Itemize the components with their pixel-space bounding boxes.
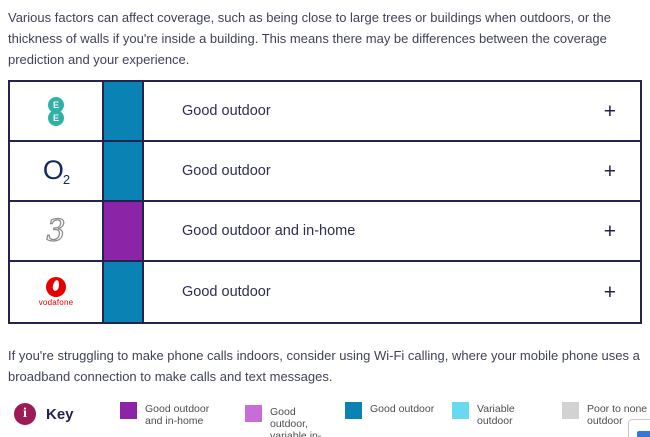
vodafone-logo-icon: [46, 277, 66, 297]
legend-label: Good outdoor and in-home: [145, 403, 210, 427]
legend-swatch: [245, 405, 262, 422]
coverage-cell-three: Good outdoor and in-home +: [144, 202, 640, 260]
legend-swatch: [562, 402, 579, 419]
info-icon[interactable]: i: [14, 403, 36, 425]
coverage-cell-vodafone: Good outdoor +: [144, 262, 640, 322]
coverage-bar-ee: [104, 82, 144, 140]
table-row-three: 3 Good outdoor and in-home +: [10, 202, 640, 262]
o2-logo: O2: [10, 142, 104, 200]
coverage-intro-text: Various factors can affect coverage, suc…: [8, 10, 611, 67]
wifi-calling-note: If you're struggling to make phone calls…: [8, 348, 640, 384]
coverage-status-ee: Good outdoor: [182, 103, 271, 119]
key-label: Key: [46, 406, 74, 423]
table-row-ee: E E Good outdoor +: [10, 82, 640, 142]
legend-label: Good outdoor: [370, 403, 435, 415]
ee-logo-circle-bottom: E: [48, 109, 64, 126]
vodafone-logo: vodafone: [10, 262, 104, 322]
o2-logo-subscript: 2: [62, 172, 70, 187]
legend-label: Variable outdoor: [477, 403, 515, 427]
partial-corner-widget[interactable]: [628, 419, 650, 437]
coverage-cell-o2: Good outdoor +: [144, 142, 640, 200]
legend-swatch: [452, 402, 469, 419]
coverage-status-o2: Good outdoor: [182, 163, 271, 179]
ee-logo-circle-top: E: [48, 96, 64, 113]
legend-item-good-outdoor-variable-in-home: Good outdoor, variable in-home: [245, 405, 334, 437]
legend-swatch: [345, 402, 362, 419]
legend-item-good-outdoor-in-home: Good outdoor and in-home: [120, 402, 217, 427]
o2-logo-main: O: [42, 155, 64, 185]
legend-item-good-outdoor: Good outdoor: [345, 402, 448, 419]
expand-plus-icon-o2[interactable]: +: [603, 159, 616, 183]
vodafone-logo-wordmark: vodafone: [38, 298, 74, 307]
coverage-cell-ee: Good outdoor +: [144, 82, 640, 140]
coverage-bar-three: [104, 202, 144, 260]
expand-plus-icon-three[interactable]: +: [603, 219, 616, 243]
coverage-status-vodafone: Good outdoor: [182, 284, 271, 300]
table-row-o2: O2 Good outdoor +: [10, 142, 640, 202]
expand-plus-icon-vodafone[interactable]: +: [603, 280, 616, 304]
legend-item-variable-outdoor: Variable outdoor: [452, 402, 529, 427]
three-logo-glyph: 3: [46, 213, 66, 249]
legend-item-poor-to-none-outdoor: Poor to none outdoor: [562, 402, 650, 427]
expand-plus-icon-ee[interactable]: +: [603, 99, 616, 123]
coverage-table: E E Good outdoor + O2 Good outdoor + 3 G…: [8, 80, 642, 324]
coverage-bar-o2: [104, 142, 144, 200]
three-logo: 3: [10, 202, 104, 260]
ee-logo: E E: [10, 82, 104, 140]
coverage-status-three: Good outdoor and in-home: [182, 223, 356, 239]
legend-label: Good outdoor, variable in-home: [270, 406, 322, 437]
table-row-vodafone: vodafone Good outdoor +: [10, 262, 640, 322]
legend-swatch: [120, 402, 137, 419]
partial-corner-widget-button[interactable]: [637, 431, 650, 437]
legend-label: Poor to none outdoor: [587, 403, 648, 427]
coverage-bar-vodafone: [104, 262, 144, 322]
coverage-key-legend: i Key Good outdoor and in-home Good outd…: [0, 396, 650, 437]
